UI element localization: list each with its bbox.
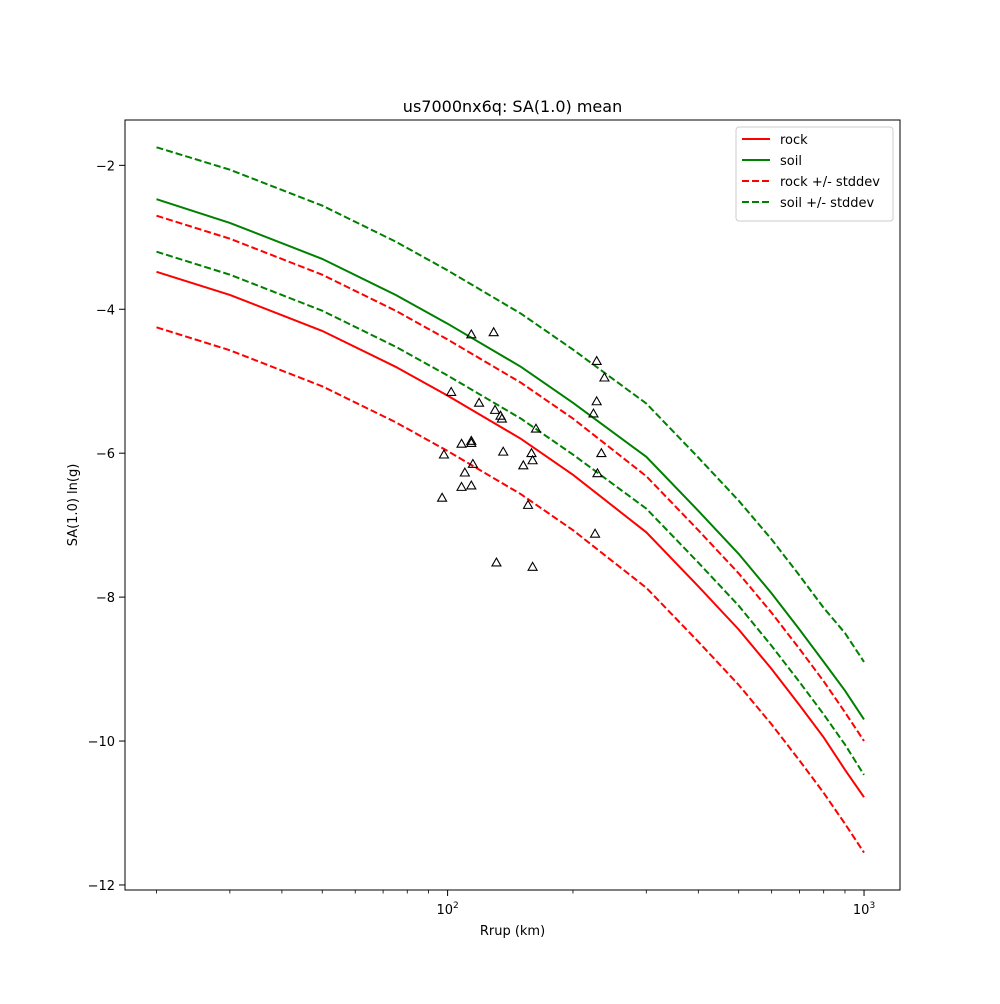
observation-point xyxy=(497,446,509,456)
chart-title: us7000nx6q: SA(1.0) mean xyxy=(403,97,622,116)
observation-point xyxy=(591,395,603,406)
series-line-3 xyxy=(156,326,865,854)
series-line-1 xyxy=(156,198,865,720)
observation-point xyxy=(530,423,542,433)
legend-box xyxy=(735,126,894,222)
observation-point xyxy=(456,481,467,491)
observation-point xyxy=(459,467,471,477)
observation-point xyxy=(592,467,603,478)
y-tick-label: −8 xyxy=(96,591,115,606)
observation-points xyxy=(436,326,610,571)
y-tick-label: −2 xyxy=(96,159,115,174)
series-line-5 xyxy=(156,250,865,776)
observation-point xyxy=(465,479,477,490)
observation-point xyxy=(496,413,508,423)
observation-point xyxy=(465,328,477,339)
y-tick-label: −4 xyxy=(96,303,115,318)
observation-point xyxy=(465,437,477,448)
legend-label: rock +/- stddev xyxy=(780,175,880,190)
y-axis-ticks: −2 −4 −6 −8 −10 −12 xyxy=(88,159,125,894)
observation-point xyxy=(490,556,502,567)
axes-frame xyxy=(124,119,901,891)
curves-layer xyxy=(156,146,865,854)
observation-point xyxy=(595,447,607,458)
observation-point xyxy=(598,372,610,382)
observation-point xyxy=(456,438,467,448)
observation-point xyxy=(589,528,601,538)
x-axis-ticks: 102 103 xyxy=(156,890,875,918)
series-line-0 xyxy=(156,270,865,798)
legend: rock soil rock +/- stddev soil +/- stddev xyxy=(735,126,894,222)
series-line-4 xyxy=(156,146,865,663)
y-tick-label: −12 xyxy=(88,879,115,894)
y-axis-label: SA(1.0) ln(g) xyxy=(66,464,81,547)
observation-point xyxy=(467,458,479,468)
observation-point xyxy=(517,459,529,470)
observation-point xyxy=(445,386,457,396)
observation-point xyxy=(436,492,448,502)
y-tick-label: −6 xyxy=(96,447,115,462)
observation-point xyxy=(465,435,477,445)
observation-point xyxy=(527,454,539,465)
observation-point xyxy=(588,407,599,418)
series-line-2 xyxy=(156,214,865,742)
y-tick-label: −10 xyxy=(88,735,115,750)
x-tick-label: 102 xyxy=(436,901,458,918)
observation-point xyxy=(438,449,450,459)
legend-label: soil +/- stddev xyxy=(780,196,875,211)
legend-label: rock xyxy=(780,133,808,148)
observation-point xyxy=(591,355,603,365)
legend-label: soil xyxy=(780,154,802,169)
observation-point xyxy=(488,326,500,337)
observation-point xyxy=(527,561,539,571)
observation-point xyxy=(489,404,501,414)
x-axis-label: Rrup (km) xyxy=(480,924,545,939)
observation-point xyxy=(473,397,485,407)
x-tick-label: 103 xyxy=(853,901,875,918)
observation-point xyxy=(526,447,537,458)
observation-point xyxy=(522,499,534,509)
